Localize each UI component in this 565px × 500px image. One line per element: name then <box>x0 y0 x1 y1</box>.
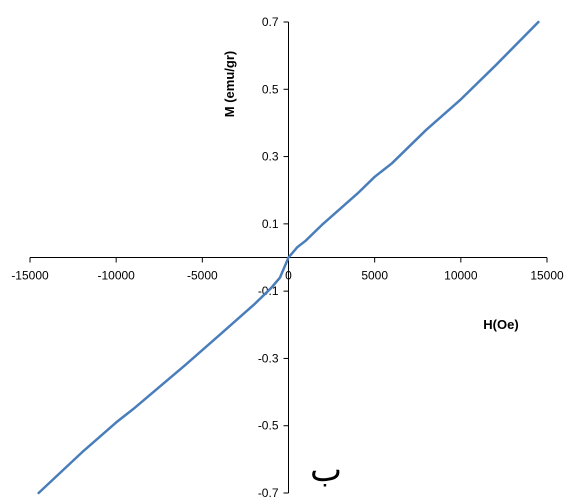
series-layer <box>37 20 540 495</box>
y-tick-label: 0.5 <box>262 82 279 96</box>
y-tick-label: 0.1 <box>262 217 279 231</box>
y-tick-label: -0.3 <box>258 351 279 365</box>
x-tick-label: -10000 <box>97 269 135 283</box>
x-tick-label: -5000 <box>187 269 218 283</box>
x-axis-title: H(Oe) <box>483 317 518 332</box>
y-tick-label: 0.7 <box>262 15 279 29</box>
x-tick-label: 10000 <box>444 269 478 283</box>
y-axis-title: M (emu/gr) <box>222 51 237 117</box>
magnetization-curve <box>37 20 540 495</box>
tick-labels: -15000 -10000 -5000 0 5000 10000 15000 0.7 0.5 0.… <box>11 15 564 500</box>
x-tick-label: 15000 <box>530 269 564 283</box>
x-tick-label: 0 <box>285 269 292 283</box>
y-tick-label: -0.7 <box>258 486 279 500</box>
y-tick-label: -0.5 <box>258 419 279 433</box>
panel-label: ب <box>310 450 342 490</box>
x-tick-label: -15000 <box>11 269 49 283</box>
y-tick-label: 0.3 <box>262 150 279 164</box>
x-tick-label: 5000 <box>361 269 388 283</box>
